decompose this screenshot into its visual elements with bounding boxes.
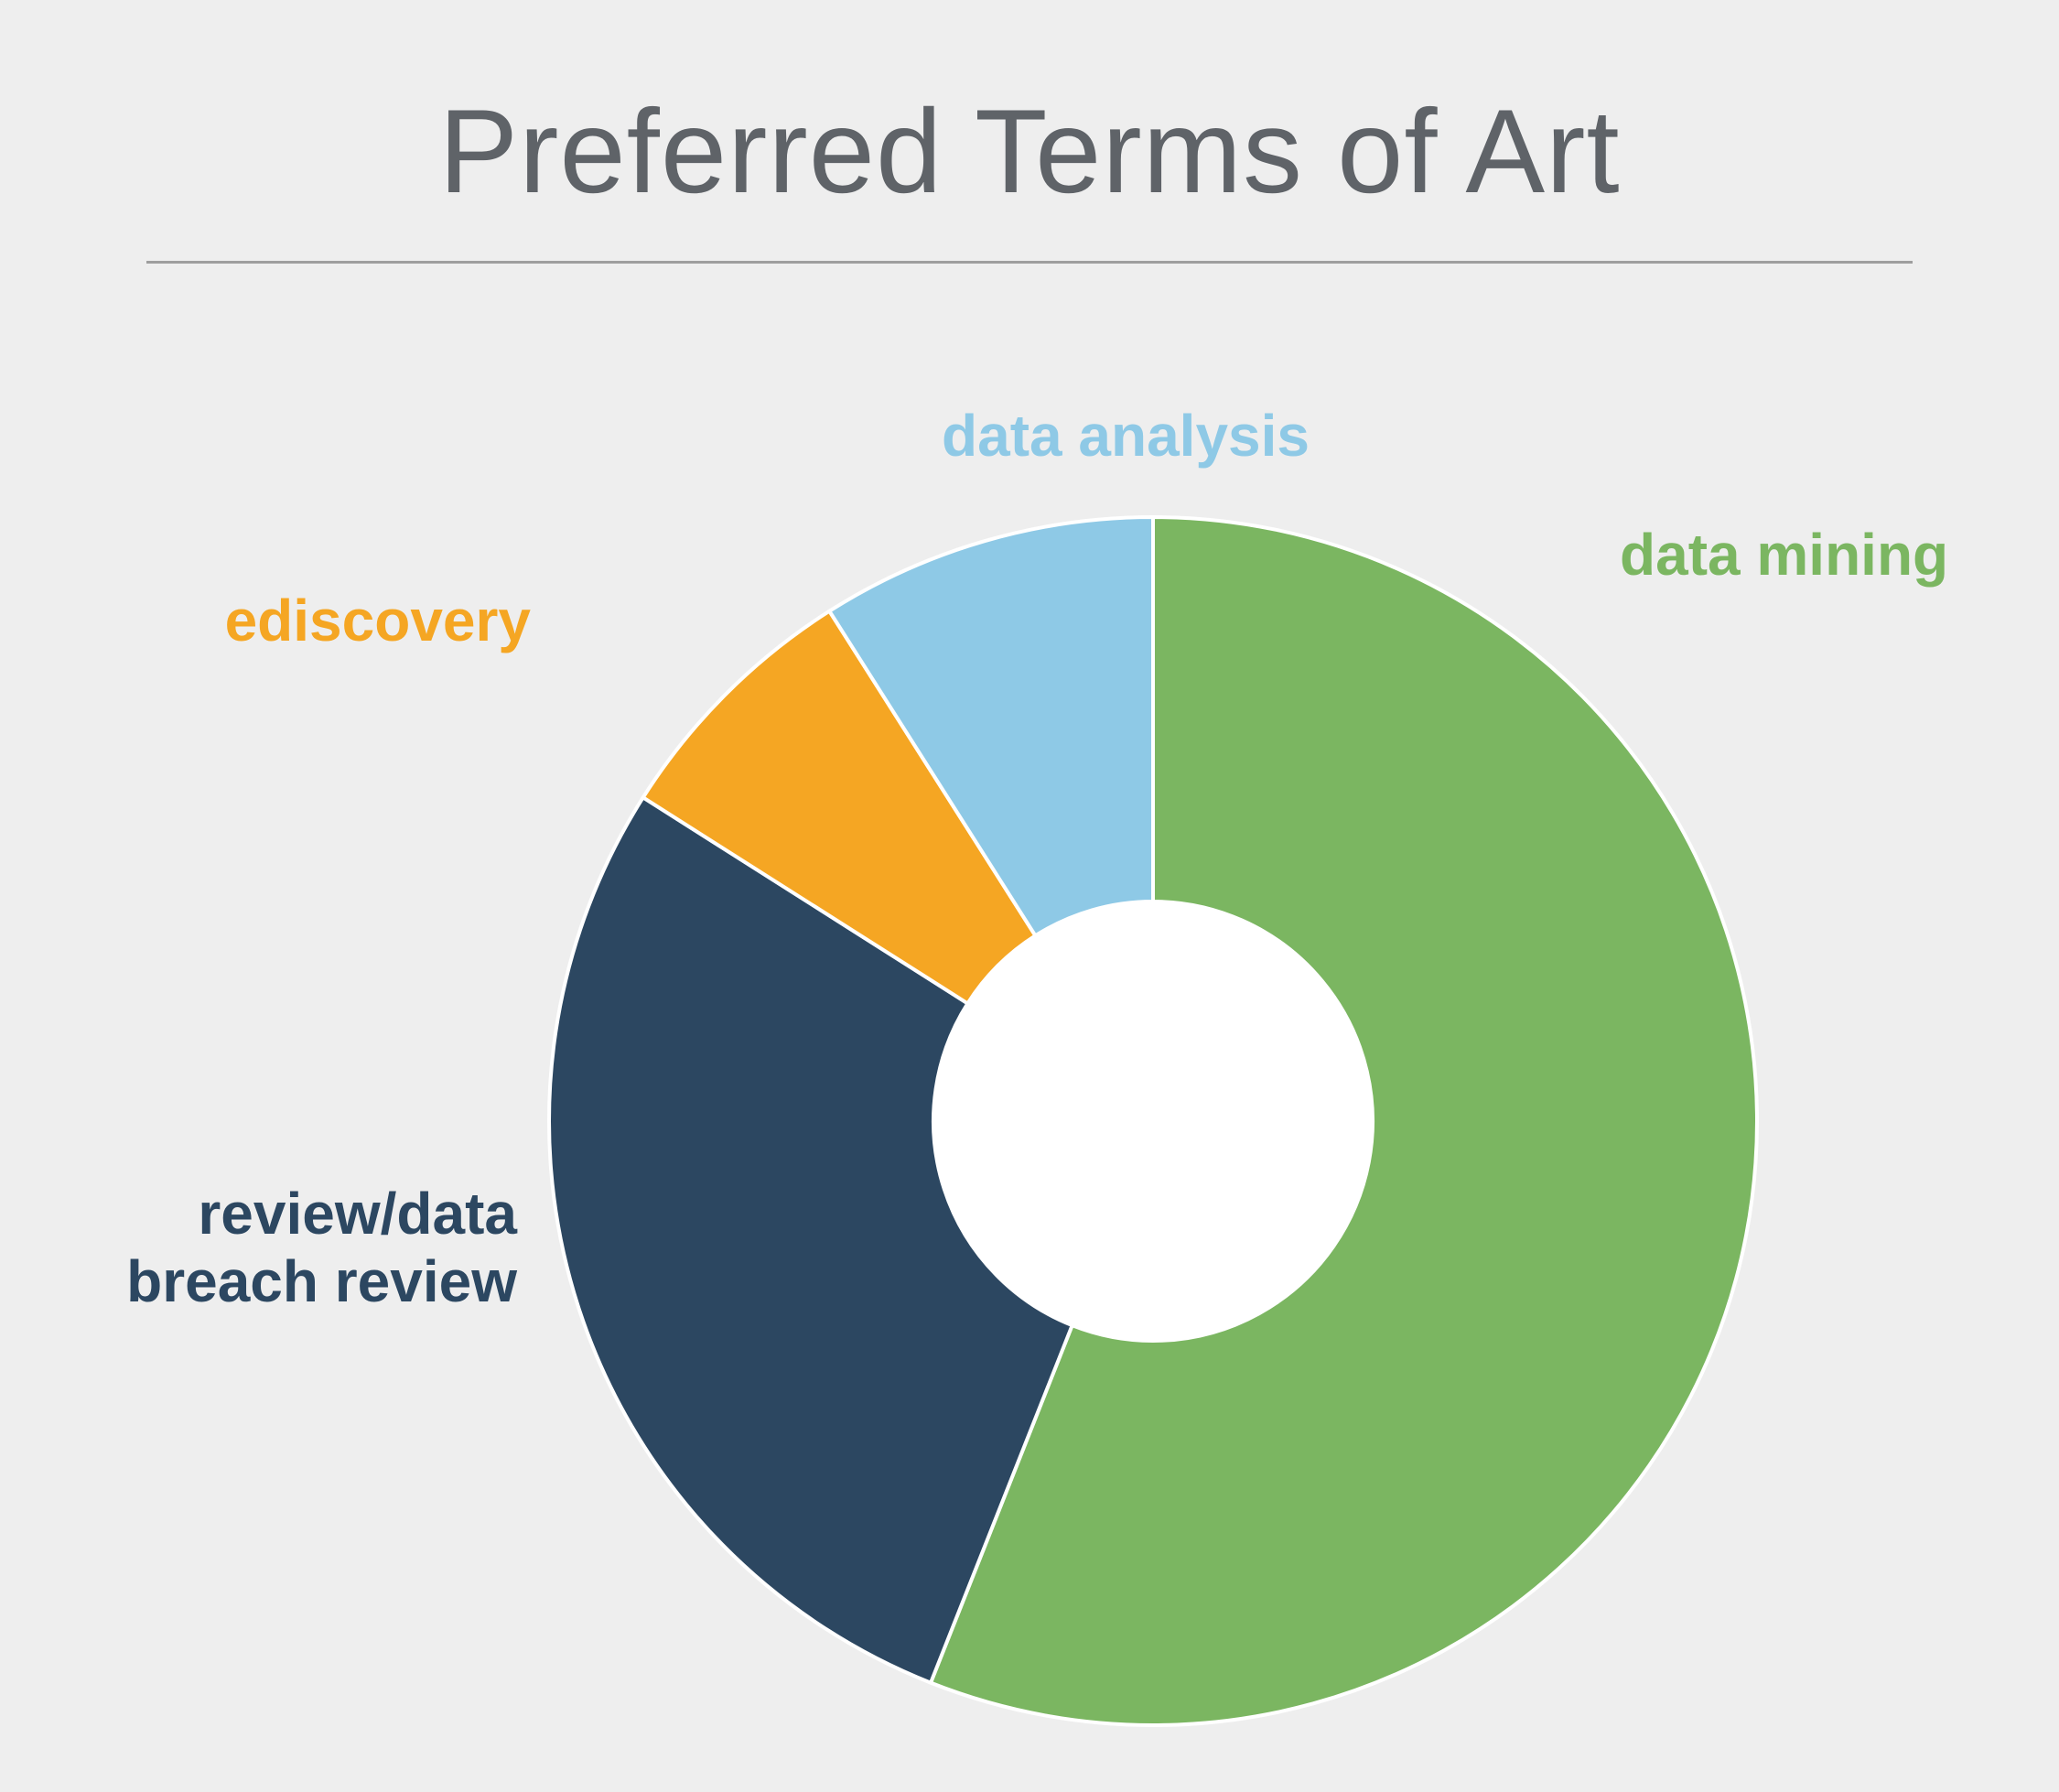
label-data-analysis: data analysis <box>942 403 1310 470</box>
chart-title: Preferred Terms of Art <box>0 82 2059 220</box>
label-ediscovery: ediscovery <box>225 588 531 655</box>
label-data-mining: data mining <box>1620 522 1948 589</box>
donut-chart-svg <box>540 508 1766 1734</box>
page: Preferred Terms of Art data mining review… <box>0 0 2059 1792</box>
title-divider <box>146 261 1913 264</box>
donut-chart <box>540 508 1766 1734</box>
donut-hole <box>933 901 1373 1341</box>
label-review: review/data breach review <box>126 1181 517 1315</box>
